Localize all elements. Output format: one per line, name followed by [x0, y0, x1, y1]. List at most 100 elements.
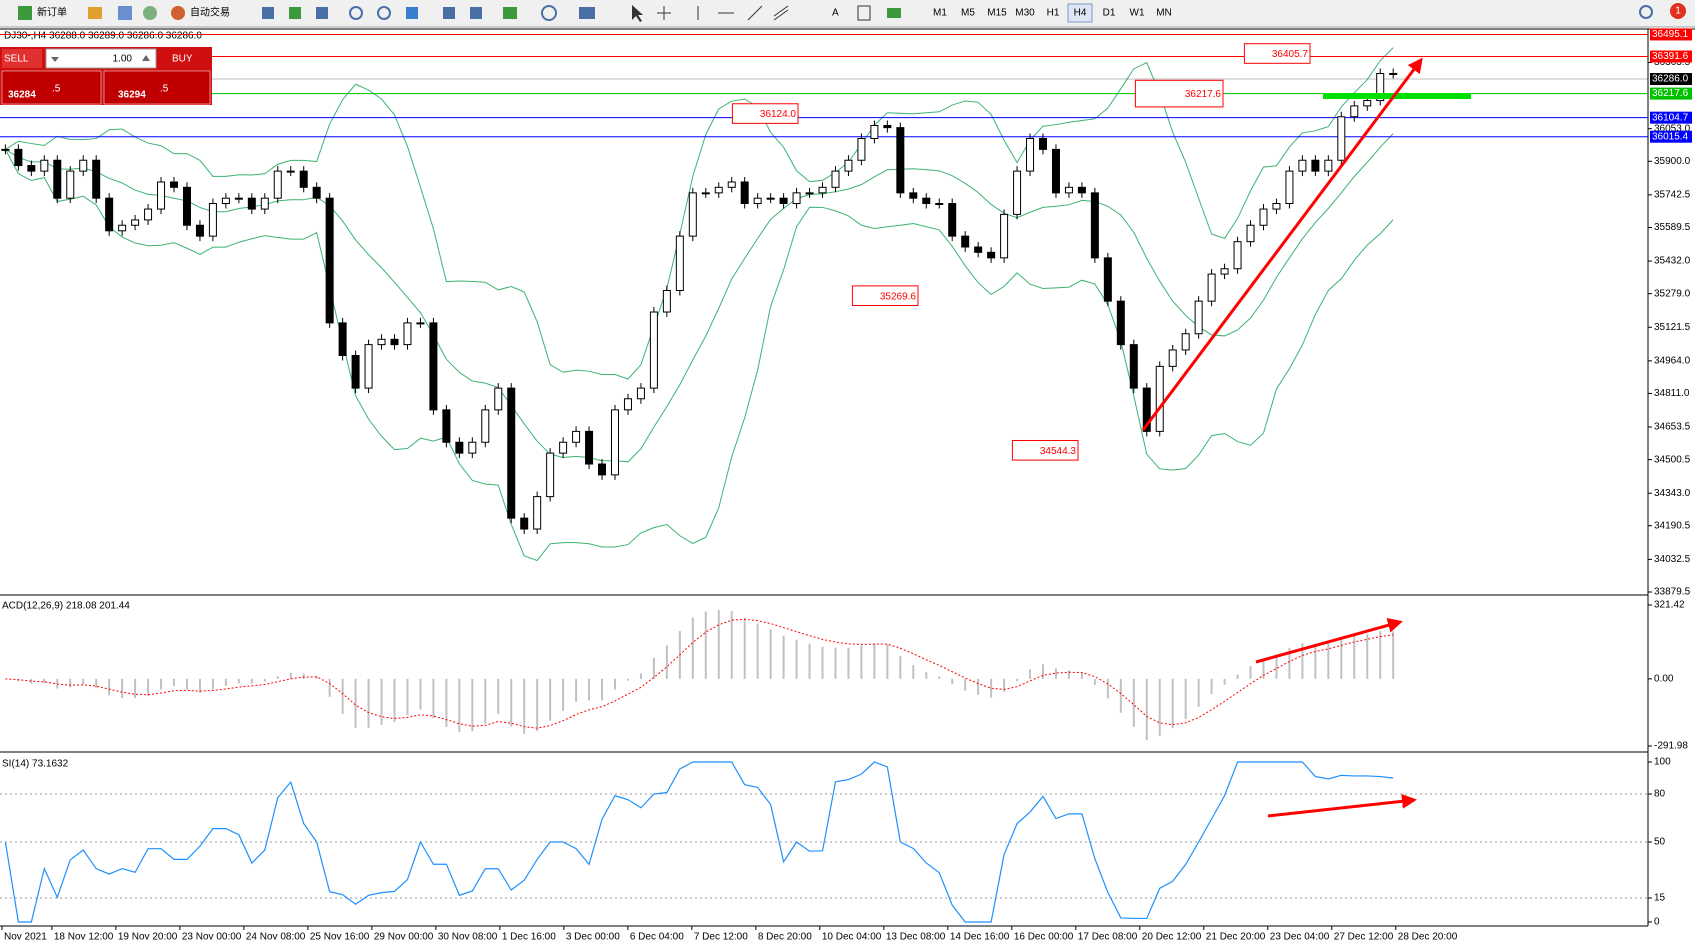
candle	[416, 322, 425, 325]
candle	[79, 159, 88, 172]
lot-up[interactable]	[142, 55, 150, 61]
x-tick-label: 3 Dec 00:00	[566, 932, 620, 943]
rsi-panel	[0, 761, 1648, 923]
x-tick-label: 23 Nov 00:00	[182, 932, 242, 943]
buy-price-box[interactable]	[103, 70, 211, 105]
timeframe-button[interactable]: M1	[933, 8, 947, 19]
candle	[883, 124, 892, 129]
tool-icon[interactable]	[406, 7, 418, 19]
candle	[1090, 192, 1099, 259]
y-tick-label: 35589.5	[1654, 222, 1691, 233]
tool-icon[interactable]	[289, 7, 301, 19]
annotation-box	[1134, 79, 1224, 108]
candle	[1039, 137, 1047, 150]
text-tool[interactable]: A	[832, 8, 839, 19]
candle	[92, 159, 101, 199]
candle	[1389, 72, 1398, 75]
timeframe-button[interactable]: D1	[1103, 8, 1116, 19]
candle	[442, 409, 451, 443]
shapes-tool[interactable]	[887, 8, 901, 18]
candle	[1285, 170, 1294, 205]
new-order-icon[interactable]	[18, 6, 32, 20]
alert-badge[interactable]	[1670, 3, 1686, 19]
label-tool[interactable]	[857, 5, 871, 21]
buy-price[interactable]: 36294	[118, 90, 146, 101]
lot-input[interactable]	[45, 48, 157, 69]
sell-price-box[interactable]	[1, 70, 102, 105]
drawn-rsi-arrow	[1267, 793, 1417, 818]
buy-label[interactable]: BUY	[172, 54, 193, 65]
candle	[935, 203, 944, 206]
timeframe-button[interactable]: M30	[1015, 8, 1035, 19]
candle	[1064, 186, 1073, 194]
chart-title: DJ30-,H4 36288.0 36289.0 36286.0 36286.0	[4, 31, 202, 42]
candle	[701, 192, 710, 195]
tool-icon[interactable]	[262, 7, 274, 19]
lot-value[interactable]: 1.00	[113, 54, 133, 65]
level-label: 36286.0	[1652, 74, 1689, 85]
candle	[1103, 257, 1112, 302]
period-icon[interactable]	[541, 5, 557, 21]
candle	[468, 441, 477, 454]
y-tick-label: 35742.5	[1654, 190, 1691, 201]
level-label: 36217.6	[1652, 88, 1689, 99]
candle	[170, 181, 179, 188]
zoom-out[interactable]	[377, 6, 391, 20]
toolbar	[0, 0, 1695, 27]
candle	[766, 197, 775, 200]
candle	[1376, 72, 1385, 102]
cursor-tool[interactable]	[632, 5, 643, 22]
candle	[623, 398, 632, 411]
auto-trading-icon[interactable]	[171, 6, 185, 20]
level-label-box	[1650, 28, 1692, 41]
tool-icon[interactable]	[443, 7, 455, 19]
timeframe-button[interactable]: H1	[1047, 8, 1060, 19]
search-icon[interactable]	[1639, 5, 1653, 19]
lot-down[interactable]	[51, 57, 59, 62]
candle	[1259, 208, 1268, 226]
sell-button[interactable]	[2, 49, 42, 68]
candle	[1129, 344, 1138, 389]
buy-pips[interactable]: .5	[160, 84, 169, 95]
candle	[247, 197, 256, 210]
sell-price[interactable]: 36284	[8, 90, 36, 101]
x-tick-label: 21 Dec 20:00	[1206, 932, 1266, 943]
tool-icon[interactable]	[503, 7, 517, 19]
candle	[870, 124, 879, 139]
sell-label[interactable]: SELL	[4, 54, 29, 65]
candle	[1142, 387, 1151, 432]
x-tick-label: 10 Dec 04:00	[822, 932, 882, 943]
crosshair-tool[interactable]	[657, 6, 671, 20]
y-tick-label: 34811.0	[1654, 388, 1690, 399]
tool-icon[interactable]	[316, 7, 328, 19]
auto-trading-button[interactable]: 自动交易	[190, 6, 230, 19]
timeframe-button[interactable]: M5	[961, 8, 975, 19]
timeframe-button[interactable]: W1	[1130, 8, 1145, 19]
trendline-tool[interactable]	[747, 5, 763, 21]
candle	[792, 192, 801, 205]
sell-pips[interactable]: .5	[52, 84, 61, 95]
channel-tool[interactable]	[773, 5, 789, 21]
timeframe-button[interactable]: MN	[1156, 8, 1172, 19]
zoom-in[interactable]	[349, 6, 363, 20]
toolbar-icon[interactable]	[118, 6, 132, 20]
x-tick-label: 7 Dec 12:00	[694, 932, 748, 943]
candle	[533, 496, 542, 530]
toolbar-icon[interactable]	[88, 7, 102, 19]
candle	[714, 186, 723, 194]
candle	[455, 441, 464, 454]
template-icon[interactable]	[579, 7, 595, 19]
candle	[974, 246, 983, 253]
candle	[1116, 300, 1125, 346]
candle	[688, 192, 697, 237]
timeframe-button[interactable]: H4	[1074, 8, 1087, 19]
x-tick-label: 6 Dec 04:00	[630, 932, 684, 943]
new-order-button[interactable]: 新订单	[37, 6, 67, 19]
toolbar-icon[interactable]	[143, 6, 157, 20]
timeframe-button[interactable]: M15	[987, 8, 1007, 19]
y-tick-label: 36053.0	[1654, 123, 1691, 134]
candle	[520, 517, 529, 530]
candle	[1, 148, 10, 151]
candle	[662, 289, 671, 313]
tool-icon[interactable]	[470, 7, 482, 19]
